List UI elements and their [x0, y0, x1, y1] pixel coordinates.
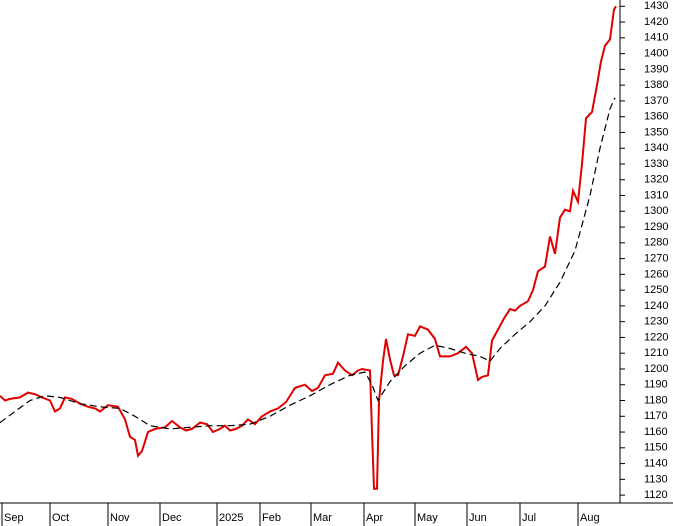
y-tick-label: 1410 — [644, 32, 668, 44]
y-tick-label: 1290 — [644, 221, 668, 233]
y-tick-label: 1220 — [644, 331, 668, 343]
y-tick-label: 1420 — [644, 16, 668, 28]
x-tick-label: 2025 — [219, 512, 243, 524]
y-tick-label: 1330 — [644, 158, 668, 170]
x-tick-label: Jul — [522, 512, 536, 524]
y-tick-label: 1200 — [644, 363, 668, 375]
y-tick-label: 1320 — [644, 174, 668, 186]
y-tick-label: 1180 — [644, 394, 668, 406]
y-tick-label: 1310 — [644, 189, 668, 201]
y-tick-label: 1340 — [644, 142, 668, 154]
y-tick-label: 1250 — [644, 284, 668, 296]
x-tick-label: Jun — [469, 512, 487, 524]
y-tick-label: 1260 — [644, 268, 668, 280]
x-tick-label: Nov — [110, 512, 130, 524]
x-tick-label: Mar — [313, 512, 332, 524]
y-tick-label: 1360 — [644, 111, 668, 123]
y-tick-label: 1280 — [644, 237, 668, 249]
y-tick-label: 1270 — [644, 253, 668, 265]
y-tick-label: 1240 — [644, 300, 668, 312]
y-tick-label: 1300 — [644, 205, 668, 217]
series-line — [0, 5, 617, 490]
x-tick-label: May — [417, 512, 438, 524]
y-tick-label: 1400 — [644, 48, 668, 60]
y-tick-label: 1430 — [644, 0, 668, 12]
x-tick-label: Feb — [262, 512, 281, 524]
y-tick-label: 1190 — [644, 379, 668, 391]
y-tick-label: 1130 — [644, 473, 668, 485]
y-tick-label: 1380 — [644, 79, 668, 91]
x-tick-label: Oct — [52, 512, 69, 524]
y-tick-label: 1210 — [644, 347, 668, 359]
y-tick-label: 1160 — [644, 426, 668, 438]
y-tick-label: 1230 — [644, 316, 668, 328]
y-tick-label: 1120 — [644, 489, 668, 501]
y-tick-label: 1350 — [644, 126, 668, 138]
x-tick-label: Apr — [366, 512, 383, 524]
y-tick-label: 1170 — [644, 410, 668, 422]
y-tick-label: 1140 — [644, 457, 668, 469]
x-tick-label: Sep — [4, 512, 24, 524]
y-tick-label: 1370 — [644, 95, 668, 107]
x-tick-label: Dec — [162, 512, 182, 524]
x-tick-label: Aug — [580, 512, 600, 524]
series-line — [0, 97, 616, 430]
y-tick-label: 1390 — [644, 63, 668, 75]
y-tick-label: 1150 — [644, 442, 668, 454]
